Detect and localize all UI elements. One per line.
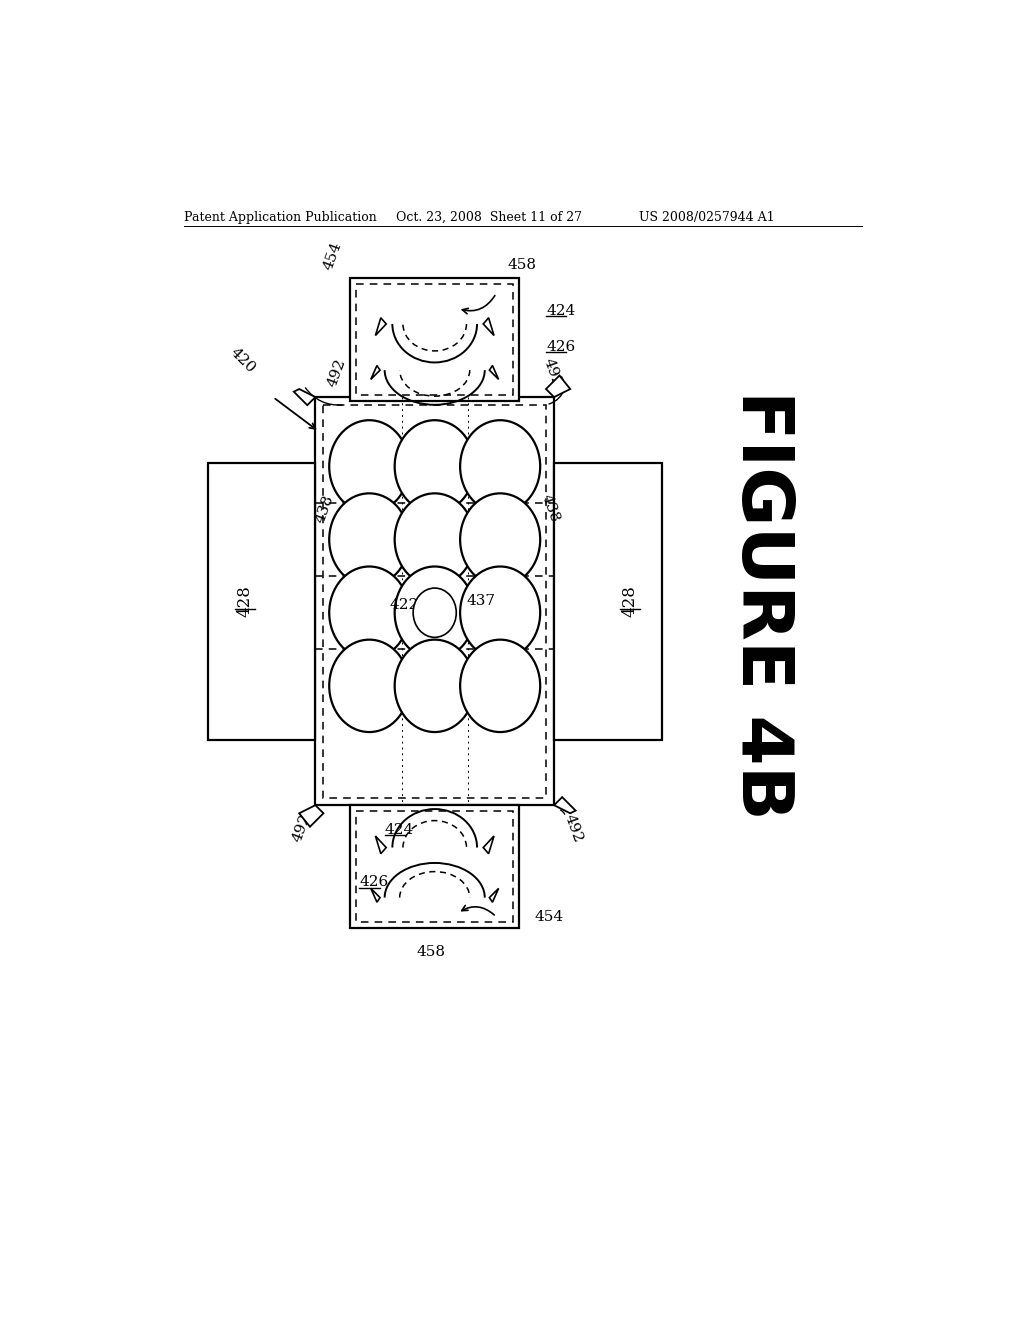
Text: Patent Application Publication: Patent Application Publication — [184, 211, 377, 224]
Polygon shape — [294, 389, 315, 405]
Polygon shape — [489, 888, 499, 903]
Ellipse shape — [394, 640, 475, 733]
Text: 422: 422 — [389, 598, 419, 612]
Text: 458: 458 — [417, 945, 445, 958]
Text: 454: 454 — [322, 240, 345, 272]
Polygon shape — [376, 318, 386, 335]
Bar — [350, 277, 519, 401]
Polygon shape — [483, 318, 494, 335]
Text: FIGURE 4B: FIGURE 4B — [727, 391, 797, 820]
Bar — [315, 397, 554, 805]
Text: 492: 492 — [326, 356, 348, 388]
Ellipse shape — [330, 420, 410, 512]
Text: 428: 428 — [236, 585, 253, 616]
Polygon shape — [489, 366, 499, 379]
Polygon shape — [376, 836, 386, 854]
Ellipse shape — [394, 420, 475, 512]
Bar — [356, 812, 513, 923]
Ellipse shape — [460, 640, 541, 733]
Ellipse shape — [330, 494, 410, 586]
Bar — [356, 284, 513, 395]
Text: 428: 428 — [621, 585, 638, 616]
Text: 438: 438 — [313, 492, 336, 525]
Ellipse shape — [330, 640, 410, 733]
Ellipse shape — [394, 494, 475, 586]
Text: 437: 437 — [466, 594, 496, 609]
Text: 424: 424 — [385, 822, 414, 837]
Ellipse shape — [330, 566, 410, 659]
Polygon shape — [371, 888, 380, 903]
Text: US 2008/0257944 A1: US 2008/0257944 A1 — [639, 211, 774, 224]
Text: 492: 492 — [541, 356, 564, 388]
Text: 424: 424 — [547, 304, 575, 318]
Ellipse shape — [460, 494, 541, 586]
Text: 492: 492 — [290, 812, 313, 845]
Text: 420: 420 — [227, 345, 257, 375]
Text: 426: 426 — [359, 875, 388, 890]
Text: 456: 456 — [424, 619, 451, 634]
Text: 458: 458 — [508, 259, 537, 272]
Polygon shape — [299, 805, 324, 826]
Polygon shape — [483, 836, 494, 854]
Bar — [554, 462, 662, 739]
Ellipse shape — [413, 589, 457, 638]
Text: 426: 426 — [547, 341, 575, 354]
Text: 438: 438 — [539, 492, 562, 525]
Bar — [208, 462, 315, 739]
Text: 454: 454 — [535, 909, 564, 924]
Ellipse shape — [460, 420, 541, 512]
Text: Oct. 23, 2008  Sheet 11 of 27: Oct. 23, 2008 Sheet 11 of 27 — [396, 211, 583, 224]
Text: 492: 492 — [562, 812, 585, 845]
Polygon shape — [546, 376, 570, 397]
Bar — [350, 805, 519, 928]
Bar — [323, 405, 547, 797]
Ellipse shape — [460, 566, 541, 659]
Ellipse shape — [394, 566, 475, 659]
Polygon shape — [554, 797, 575, 813]
Polygon shape — [371, 366, 380, 379]
